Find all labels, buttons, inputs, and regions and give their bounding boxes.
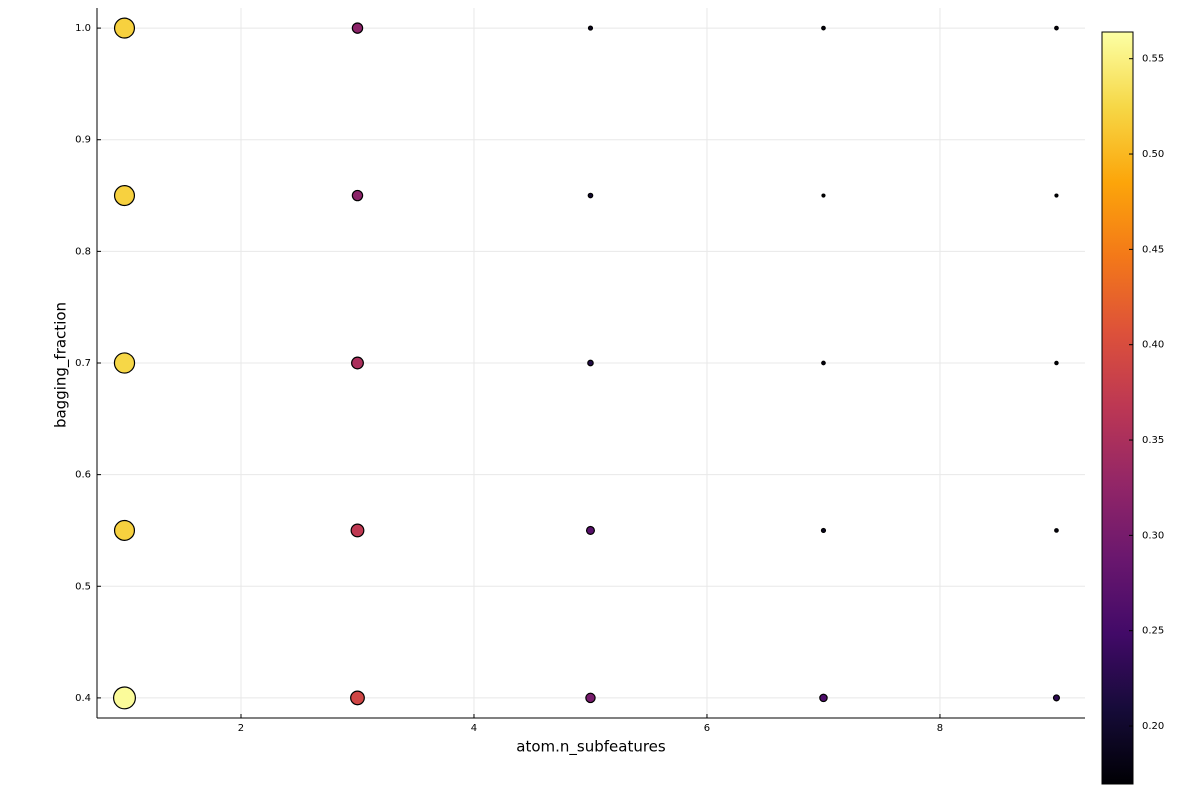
- colorbar-tick-label: 0.50: [1142, 149, 1164, 160]
- point: [821, 25, 826, 31]
- point: [351, 356, 364, 370]
- y-tick-label: 0.4: [75, 693, 91, 704]
- y-tick-label: 0.7: [75, 358, 91, 369]
- point: [821, 360, 826, 366]
- y-tick-label: 0.9: [75, 135, 91, 146]
- point: [113, 352, 136, 374]
- colorbar-tick-label: 0.55: [1142, 54, 1164, 65]
- point: [1054, 360, 1059, 366]
- point: [1052, 694, 1061, 702]
- y-tick-label: 0.5: [75, 581, 91, 592]
- point: [1054, 25, 1059, 31]
- point: [585, 692, 596, 704]
- x-tick-label: 2: [238, 723, 244, 734]
- point: [819, 693, 828, 703]
- colorbar-tick-label: 0.30: [1142, 530, 1164, 541]
- colorbar-tick-label: 0.20: [1142, 721, 1164, 732]
- point: [351, 22, 364, 34]
- point: [587, 192, 594, 199]
- point: [351, 189, 364, 202]
- point: [113, 519, 136, 541]
- y-tick-label: 0.8: [75, 246, 91, 257]
- colorbar: [1101, 31, 1134, 785]
- x-tick-label: 6: [704, 723, 710, 734]
- x-tick-label: 8: [937, 723, 943, 734]
- point: [112, 686, 136, 710]
- point: [113, 185, 136, 207]
- colorbar-tick-label: 0.25: [1142, 626, 1164, 637]
- point: [350, 523, 365, 538]
- y-tick-label: 1.0: [75, 23, 91, 34]
- y-tick-label: 0.6: [75, 470, 91, 481]
- point: [113, 17, 136, 39]
- point: [585, 525, 595, 535]
- point: [821, 193, 826, 198]
- point: [587, 25, 594, 31]
- colorbar-tick-label: 0.35: [1142, 435, 1164, 446]
- y-axis-label: bagging_fraction: [52, 302, 71, 428]
- colorbar-tick-label: 0.45: [1142, 244, 1164, 255]
- x-tick-label: 4: [471, 723, 477, 734]
- point: [820, 527, 827, 534]
- point: [587, 359, 594, 367]
- x-axis-label: atom.n_subfeatures: [516, 738, 666, 757]
- point: [1054, 193, 1059, 198]
- point: [350, 690, 365, 706]
- point: [1054, 528, 1059, 533]
- colorbar-tick-label: 0.40: [1142, 340, 1164, 351]
